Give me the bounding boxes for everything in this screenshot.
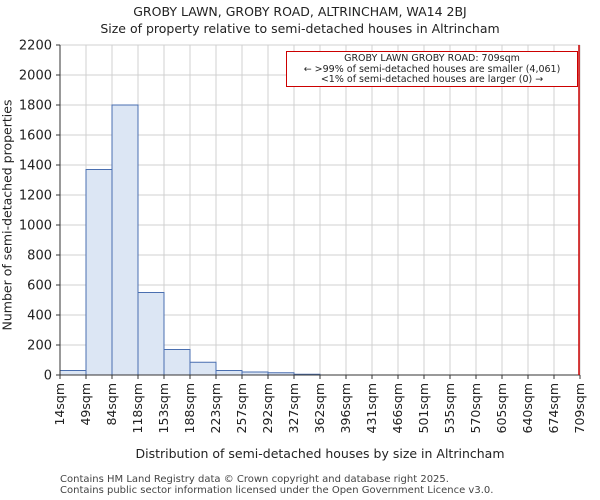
x-tick-label: 570sqm: [468, 383, 483, 433]
x-tick-label: 605sqm: [494, 383, 509, 433]
y-tick-label: 800: [27, 249, 52, 264]
x-tick-label: 257sqm: [234, 383, 249, 433]
y-tick-label: 1200: [19, 189, 52, 204]
y-tick-label: 2200: [19, 39, 52, 54]
x-tick-label: 223sqm: [208, 383, 223, 433]
x-tick-label: 396sqm: [338, 383, 353, 433]
y-axis-label: Number of semi-detached properties: [0, 99, 15, 331]
x-tick-label: 362sqm: [312, 383, 327, 433]
y-tick-label: 200: [27, 339, 52, 354]
bar-188sqm: [189, 361, 217, 376]
x-tick-label: 327sqm: [286, 383, 301, 433]
x-tick-label: 49sqm: [78, 383, 93, 426]
annotation-box: GROBY LAWN GROBY ROAD: 709sqm ← >99% of …: [286, 51, 578, 87]
annotation-line-2: ← >99% of semi-detached houses are small…: [303, 63, 561, 75]
x-tick-label: 431sqm: [364, 383, 379, 433]
bar-223sqm: [215, 370, 243, 376]
chart-title: GROBY LAWN, GROBY ROAD, ALTRINCHAM, WA14…: [133, 4, 467, 19]
chart-subtitle: Size of property relative to semi-detach…: [100, 21, 500, 36]
x-ticks: 14sqm 49sqm 84sqm 118sqm 153sqm 188sqm 223sqm 2…: [52, 375, 587, 433]
y-ticks: 0 200 400 600 800 1000 1200 1400 1600 1800 2000 220…: [19, 39, 60, 384]
x-tick-label: 153sqm: [156, 383, 171, 433]
x-tick-label: 640sqm: [520, 383, 535, 433]
annotation-line-1: GROBY LAWN GROBY ROAD: 709sqm: [344, 53, 520, 64]
x-axis-label: Distribution of semi-detached houses by …: [135, 446, 505, 461]
bar-118sqm: [137, 292, 165, 376]
bar-49sqm: [85, 169, 113, 376]
x-tick-label: 466sqm: [390, 383, 405, 433]
y-tick-label: 1000: [19, 219, 52, 234]
x-tick-label: 535sqm: [442, 383, 457, 433]
y-tick-label: 1400: [19, 159, 52, 174]
y-tick-label: 400: [27, 309, 52, 324]
x-tick-label: 292sqm: [260, 383, 275, 433]
annotation-line-3: <1% of semi-detached houses are larger (…: [320, 74, 544, 85]
bars: [59, 104, 321, 376]
x-tick-label: 501sqm: [416, 383, 431, 433]
footer-line-1: Contains HM Land Registry data © Crown c…: [60, 474, 449, 485]
x-tick-label: 188sqm: [182, 383, 197, 433]
y-tick-label: 1600: [19, 129, 52, 144]
y-tick-label: 1800: [19, 99, 52, 114]
x-tick-label: 14sqm: [52, 383, 67, 426]
x-tick-label: 118sqm: [130, 383, 145, 433]
y-tick-label: 600: [27, 279, 52, 294]
x-tick-label: 674sqm: [546, 383, 561, 433]
bar-84sqm: [111, 104, 139, 376]
bar-14sqm: [59, 370, 87, 376]
bar-153sqm: [163, 349, 191, 376]
y-tick-label: 0: [44, 369, 52, 384]
y-tick-label: 2000: [19, 69, 52, 84]
x-tick-label: 84sqm: [104, 383, 119, 426]
x-tick-label: 709sqm: [572, 383, 587, 433]
footer-line-2: Contains public sector information licen…: [60, 485, 494, 496]
